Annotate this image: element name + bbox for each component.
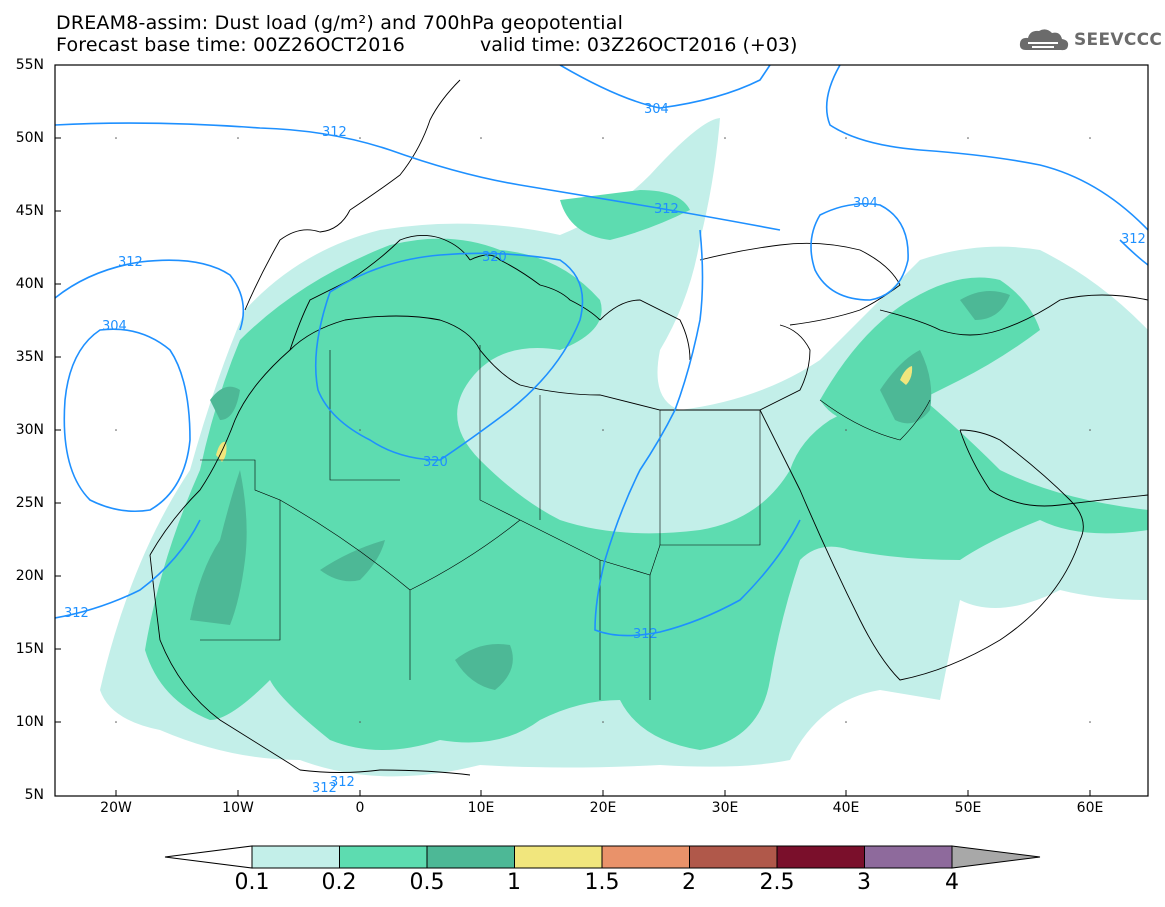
lon-label: 40E	[832, 800, 860, 816]
coastlines	[149, 79, 1148, 776]
contour-label: 312	[118, 255, 143, 270]
lon-label: 50E	[954, 800, 982, 816]
contour-label: 304	[644, 102, 669, 117]
lon-label: 20E	[589, 800, 617, 816]
seevccc-logo: SEEVCCC	[1018, 26, 1162, 56]
colorbar-label: 1	[507, 870, 521, 895]
contour-label: 312	[654, 202, 679, 217]
colorbar-label: 2	[682, 870, 696, 895]
colorbar-label: 4	[945, 870, 959, 895]
graticule-dots	[115, 137, 1091, 723]
geopotential-contours	[55, 65, 1148, 637]
colorbar-label: 1.5	[584, 870, 620, 895]
lon-label: 30E	[711, 800, 739, 816]
contour-label: 312	[330, 775, 355, 790]
contour-label: 320	[423, 455, 448, 470]
lon-label: 60E	[1076, 800, 1104, 816]
colorbar-label: 0.5	[409, 870, 445, 895]
lat-label: 30N	[15, 422, 44, 438]
colorbar-label: 3	[857, 870, 871, 895]
map-title: DREAM8-assim: Dust load (g/m²) and 700hP…	[56, 12, 624, 34]
contour-label: 312	[64, 606, 89, 621]
colorbar-label: 0.2	[321, 870, 357, 895]
lat-label: 45N	[15, 203, 44, 219]
contour-label: 304	[102, 319, 127, 334]
lat-label: 35N	[15, 349, 44, 365]
valid-time: valid time: 03Z26OCT2016 (+03)	[480, 34, 798, 56]
lat-label: 5N	[24, 787, 44, 803]
lat-label: 25N	[15, 495, 44, 511]
forecast-base-time: Forecast base time: 00Z26OCT2016	[56, 34, 406, 56]
contour-label: 320	[482, 250, 507, 265]
contour-label: 312	[312, 781, 337, 796]
lat-label: 40N	[15, 276, 44, 292]
contour-label: 312	[633, 627, 658, 642]
cloud-icon	[1019, 29, 1069, 51]
lat-label: 15N	[15, 641, 44, 657]
dust-level-0.5	[190, 291, 1010, 690]
lon-label: 10E	[467, 800, 495, 816]
lat-label: 50N	[15, 130, 44, 146]
contour-labels: 312 304 312 320 312 304 312 320 304 312 …	[64, 102, 1146, 796]
graticule-ticks	[55, 64, 1091, 796]
lat-label: 10N	[15, 714, 44, 730]
lon-label: 20W	[100, 800, 132, 816]
contour-label: 312	[1121, 232, 1146, 247]
contour-label: 304	[853, 196, 878, 211]
lat-label: 55N	[15, 57, 44, 73]
colorbar-label: 2.5	[759, 870, 795, 895]
lon-label: 0	[355, 800, 365, 816]
lat-label: 20N	[15, 568, 44, 584]
colorbar-label: 0.1	[234, 870, 270, 895]
contour-label: 312	[322, 125, 347, 140]
lon-label: 10W	[222, 800, 254, 816]
logo-text: SEEVCCC	[1074, 30, 1163, 50]
